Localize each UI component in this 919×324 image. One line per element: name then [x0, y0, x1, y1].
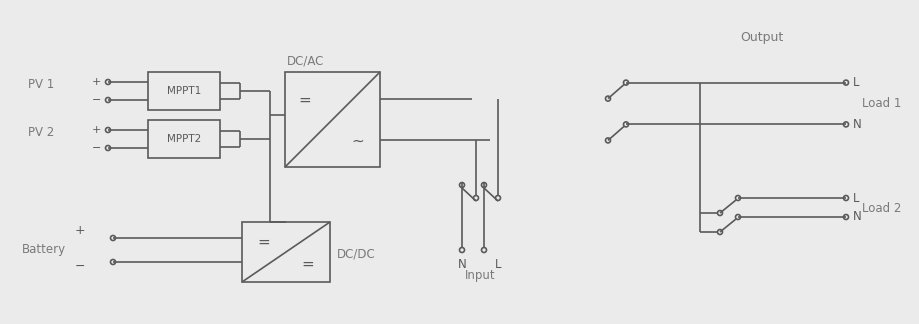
Text: MPPT2: MPPT2 [166, 134, 201, 144]
Text: PV 1: PV 1 [28, 78, 54, 91]
Text: L: L [852, 191, 858, 204]
Text: N: N [852, 118, 861, 131]
Text: Load 2: Load 2 [861, 202, 901, 215]
Text: Output: Output [740, 31, 783, 44]
Text: DC/DC: DC/DC [336, 248, 375, 260]
Bar [148, 72, 220, 110]
Text: =: = [301, 257, 314, 272]
Text: ∼: ∼ [351, 133, 364, 148]
Text: +: + [92, 125, 101, 135]
Bar [148, 120, 220, 158]
Text: −: − [75, 260, 85, 272]
Text: L: L [494, 258, 501, 271]
Text: −: − [92, 95, 101, 105]
Text: +: + [75, 224, 85, 237]
Text: Input: Input [464, 270, 494, 283]
Text: L: L [852, 76, 858, 89]
Text: −: − [92, 143, 101, 153]
Text: PV 2: PV 2 [28, 126, 54, 140]
Text: DC/AC: DC/AC [287, 54, 324, 67]
Text: Battery: Battery [22, 244, 66, 257]
Bar [242, 222, 330, 282]
Text: MPPT1: MPPT1 [166, 86, 201, 96]
Text: =: = [299, 92, 311, 108]
Text: =: = [257, 235, 270, 249]
Bar [285, 72, 380, 167]
Text: Load 1: Load 1 [861, 97, 901, 110]
Text: N: N [457, 258, 466, 271]
Text: +: + [92, 77, 101, 87]
Text: N: N [852, 211, 861, 224]
